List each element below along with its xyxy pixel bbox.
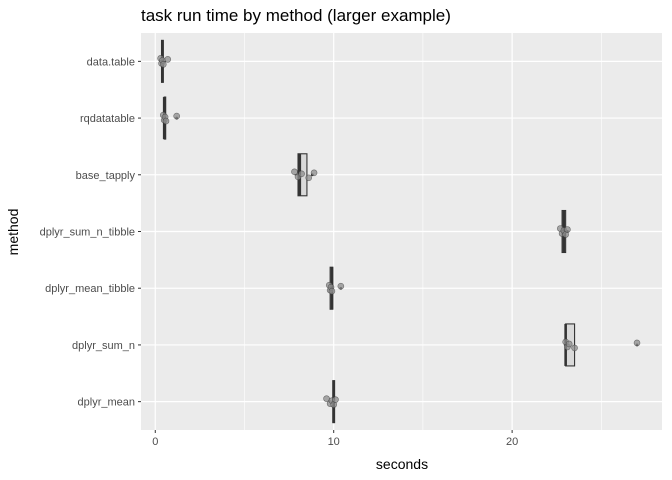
y-axis-title: method: [5, 209, 21, 256]
y-tick-label: dplyr_sum_n: [72, 340, 135, 352]
y-tick-label: dplyr_mean_tibble: [45, 283, 135, 295]
y-tick-label: rqdatatable: [80, 113, 135, 125]
x-tick-label: 0: [152, 436, 158, 448]
data-point: [298, 170, 305, 178]
y-tick-label: base_tapply: [76, 170, 136, 182]
x-axis-title: seconds: [376, 456, 428, 472]
data-point: [571, 344, 578, 352]
y-tick-label: dplyr_mean: [78, 397, 135, 409]
x-tick-label: 10: [328, 436, 340, 448]
y-axis-ticks: data.table rqdatatable base_tapply dplyr_su…: [40, 56, 141, 409]
data-point: [337, 282, 345, 290]
data-point: [565, 340, 573, 348]
grid-lines: [141, 33, 662, 430]
data-point: [164, 56, 172, 63]
data-points: [157, 55, 641, 408]
data-point: [160, 61, 167, 68]
chart-title: task run time by method (larger example): [141, 6, 451, 25]
data-point: [332, 396, 339, 403]
data-point: [564, 226, 571, 233]
data-point: [633, 339, 641, 347]
y-tick-label: data.table: [87, 56, 135, 68]
data-point: [291, 168, 298, 176]
data-point: [305, 174, 313, 182]
y-tick-label: dplyr_sum_n_tibble: [40, 227, 135, 239]
data-point: [173, 112, 180, 120]
data-point: [162, 117, 170, 125]
data-point: [310, 169, 318, 177]
x-axis-ticks: 0 10 20: [152, 430, 518, 448]
data-point: [328, 287, 336, 295]
x-tick-label: 20: [506, 436, 518, 448]
